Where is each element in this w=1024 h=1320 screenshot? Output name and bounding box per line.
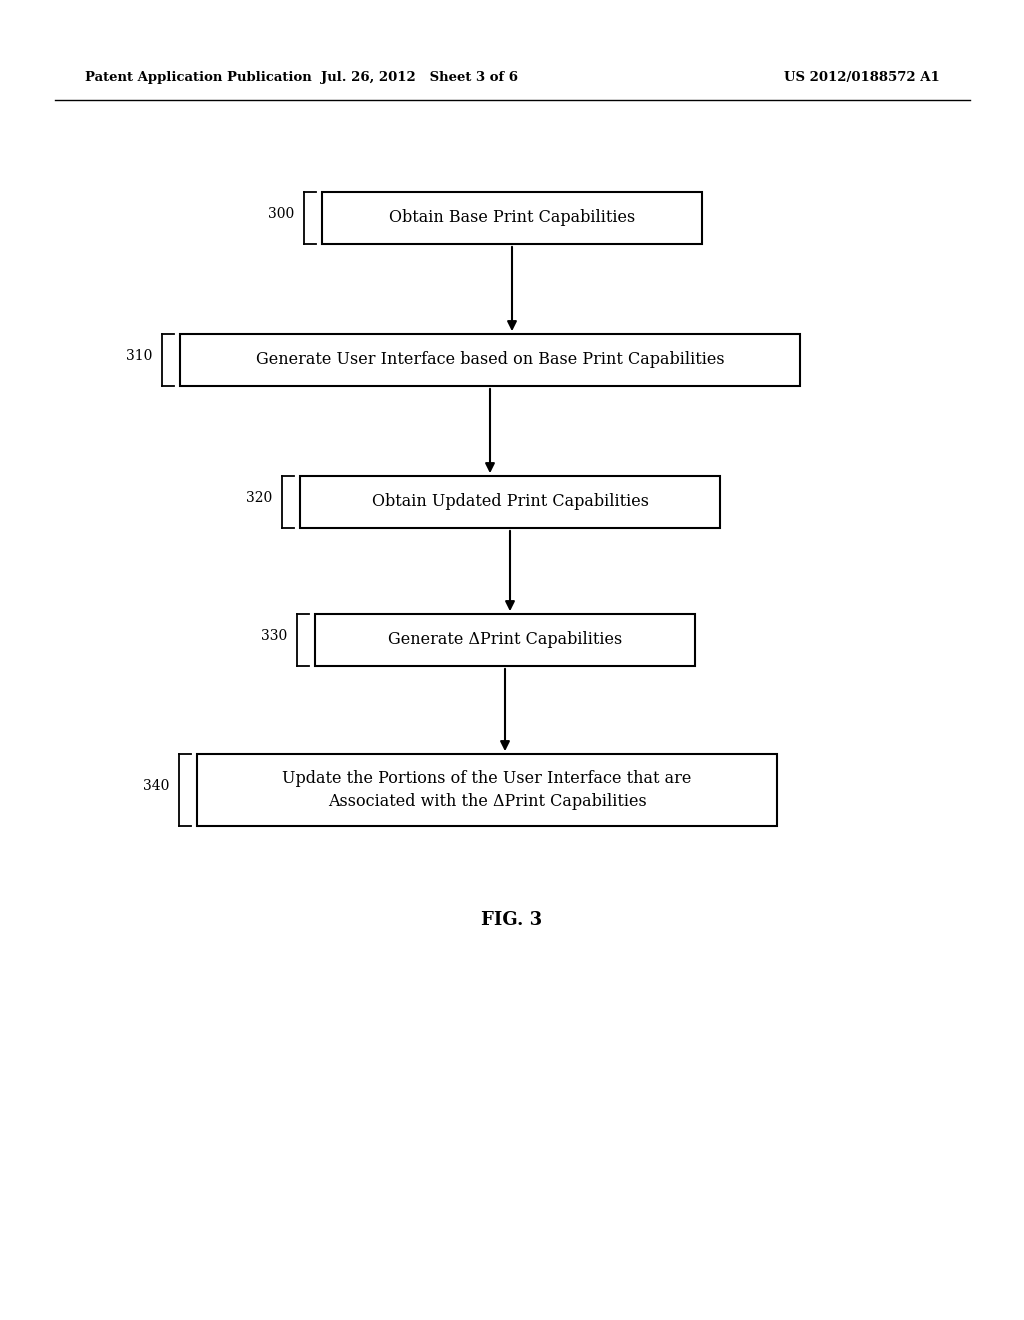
Text: 340: 340 [142,779,169,793]
Text: Obtain Base Print Capabilities: Obtain Base Print Capabilities [389,210,635,227]
Text: Generate User Interface based on Base Print Capabilities: Generate User Interface based on Base Pr… [256,351,724,368]
Text: Obtain Updated Print Capabilities: Obtain Updated Print Capabilities [372,494,648,511]
Bar [322,191,702,244]
Text: 310: 310 [126,348,152,363]
Text: US 2012/0188572 A1: US 2012/0188572 A1 [784,71,940,84]
Bar [180,334,800,385]
Text: Patent Application Publication: Patent Application Publication [85,71,311,84]
Text: 300: 300 [267,207,294,220]
Bar [197,754,777,826]
Text: Jul. 26, 2012   Sheet 3 of 6: Jul. 26, 2012 Sheet 3 of 6 [322,71,518,84]
Text: 330: 330 [261,630,287,643]
Text: 320: 320 [246,491,272,506]
Text: Generate ΔPrint Capabilities: Generate ΔPrint Capabilities [388,631,623,648]
Bar [315,614,695,667]
Text: Update the Portions of the User Interface that are
Associated with the ΔPrint Ca: Update the Portions of the User Interfac… [283,771,691,809]
Text: FIG. 3: FIG. 3 [481,911,543,929]
Bar [300,477,720,528]
